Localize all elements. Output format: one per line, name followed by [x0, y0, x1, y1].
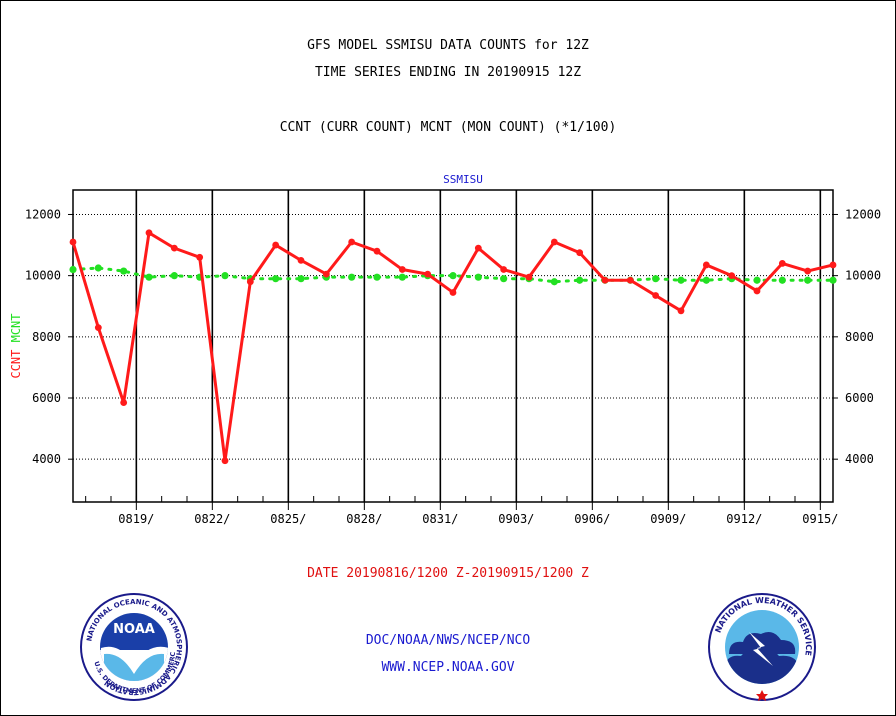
point-ccnt	[170, 244, 178, 252]
y-axis-label-mcnt: MCNT	[9, 313, 23, 342]
point-ccnt	[373, 247, 381, 255]
point-mcnt	[753, 276, 761, 284]
x-tick-label: 0909/	[650, 512, 686, 526]
point-ccnt	[500, 266, 508, 273]
point-ccnt	[576, 249, 584, 257]
nws-logo: NATIONAL WEATHER SERVICE	[708, 593, 816, 701]
point-mcnt	[652, 275, 660, 283]
point-mcnt	[272, 275, 280, 283]
plot-frame	[72, 189, 834, 503]
point-ccnt	[398, 266, 406, 273]
label-layer: 4000 4000 6000 6000 8000 8000 10000 10000 12000 1…	[9, 173, 881, 526]
star-icon	[756, 690, 768, 701]
point-mcnt	[677, 276, 685, 284]
x-tick-label: 0819/	[118, 512, 154, 526]
y-axis-label: CCNT MCNT	[9, 313, 23, 378]
point-mcnt	[373, 273, 381, 281]
y-tick-label-left: 10000	[25, 269, 61, 283]
chart-title-line2: TIME SERIES ENDING IN 20190915 12Z	[314, 65, 582, 80]
point-mcnt	[348, 273, 356, 281]
point-mcnt	[804, 276, 812, 284]
x-tick-label: 0825/	[270, 512, 306, 526]
point-ccnt	[626, 276, 634, 284]
point-ccnt	[69, 238, 77, 246]
noaa-center-text: NOAA	[113, 622, 155, 637]
point-mcnt	[550, 278, 558, 286]
x-tick-label: 0915/	[802, 512, 838, 526]
y-tick-label-left: 8000	[32, 330, 61, 344]
point-ccnt	[778, 260, 786, 267]
point-mcnt	[449, 272, 457, 280]
point-ccnt	[728, 272, 736, 280]
point-ccnt	[829, 261, 837, 269]
point-ccnt	[753, 287, 761, 295]
point-ccnt	[348, 238, 356, 246]
point-ccnt	[525, 273, 533, 281]
x-tick-label: 0822/	[194, 512, 230, 526]
point-mcnt	[297, 275, 305, 283]
point-ccnt	[120, 399, 128, 406]
series-line-ccnt	[71, 231, 834, 463]
point-mcnt	[576, 276, 584, 284]
point-ccnt	[94, 324, 102, 332]
chart-subtitle: CCNT (CURR COUNT) MCNT (MON COUNT) (*1/1…	[279, 120, 617, 135]
point-ccnt	[272, 241, 280, 249]
point-ccnt	[702, 261, 710, 269]
point-ccnt	[474, 244, 482, 252]
chart-title-line1: GFS MODEL SSMISU DATA COUNTS for 12Z	[307, 38, 589, 53]
point-mcnt	[120, 267, 128, 275]
point-mcnt	[829, 276, 837, 284]
date-range-label: DATE 20190816/1200 Z-20190915/1200 Z	[307, 566, 589, 581]
point-ccnt	[804, 267, 812, 275]
point-mcnt	[474, 273, 482, 281]
point-mcnt	[702, 276, 710, 284]
point-mcnt	[500, 275, 508, 283]
point-ccnt	[322, 270, 330, 278]
point-mcnt	[145, 273, 153, 281]
point-mcnt	[778, 276, 786, 284]
website-link[interactable]: WWW.NCEP.NOAA.GOV	[381, 660, 515, 675]
point-ccnt	[550, 238, 558, 246]
noaa-logo: NATIONAL OCEANIC AND ATMOSPHERIC ADMINIS…	[79, 592, 188, 701]
x-tick-label: 0831/	[422, 512, 458, 526]
x-tick-label: 0828/	[346, 512, 382, 526]
point-ccnt	[297, 256, 305, 264]
credit-label: DOC/NOAA/NWS/NCEP/NCO	[365, 633, 531, 648]
y-tick-label-right: 10000	[845, 269, 881, 283]
y-tick-label-right: 6000	[845, 391, 874, 405]
point-ccnt	[449, 289, 457, 296]
point-ccnt	[601, 276, 609, 284]
point-ccnt	[196, 253, 204, 261]
point-mcnt	[170, 272, 178, 280]
panel-title: SSMISU	[443, 173, 483, 186]
point-ccnt	[424, 270, 432, 278]
x-tick-label: 0912/	[726, 512, 762, 526]
y-axis-label-ccnt: CCNT	[9, 350, 23, 379]
point-mcnt	[69, 265, 77, 274]
y-tick-label-right: 4000	[845, 452, 874, 466]
series-layer	[69, 229, 837, 465]
x-tick-label: 0903/	[498, 512, 534, 526]
axis-layer	[68, 189, 838, 510]
point-ccnt	[677, 307, 685, 315]
x-tick-label: 0906/	[574, 512, 610, 526]
y-tick-label-left: 12000	[25, 207, 61, 221]
y-tick-label-left: 4000	[32, 452, 61, 466]
point-ccnt	[246, 278, 254, 286]
point-ccnt	[145, 229, 153, 237]
y-tick-label-left: 6000	[32, 391, 61, 405]
point-ccnt	[221, 457, 229, 465]
point-mcnt	[221, 272, 229, 280]
point-mcnt	[398, 273, 406, 281]
point-mcnt	[94, 264, 102, 272]
grid-layer	[73, 190, 833, 502]
y-tick-label-right: 12000	[845, 207, 881, 221]
point-ccnt	[652, 292, 660, 299]
y-tick-label-right: 8000	[845, 330, 874, 344]
